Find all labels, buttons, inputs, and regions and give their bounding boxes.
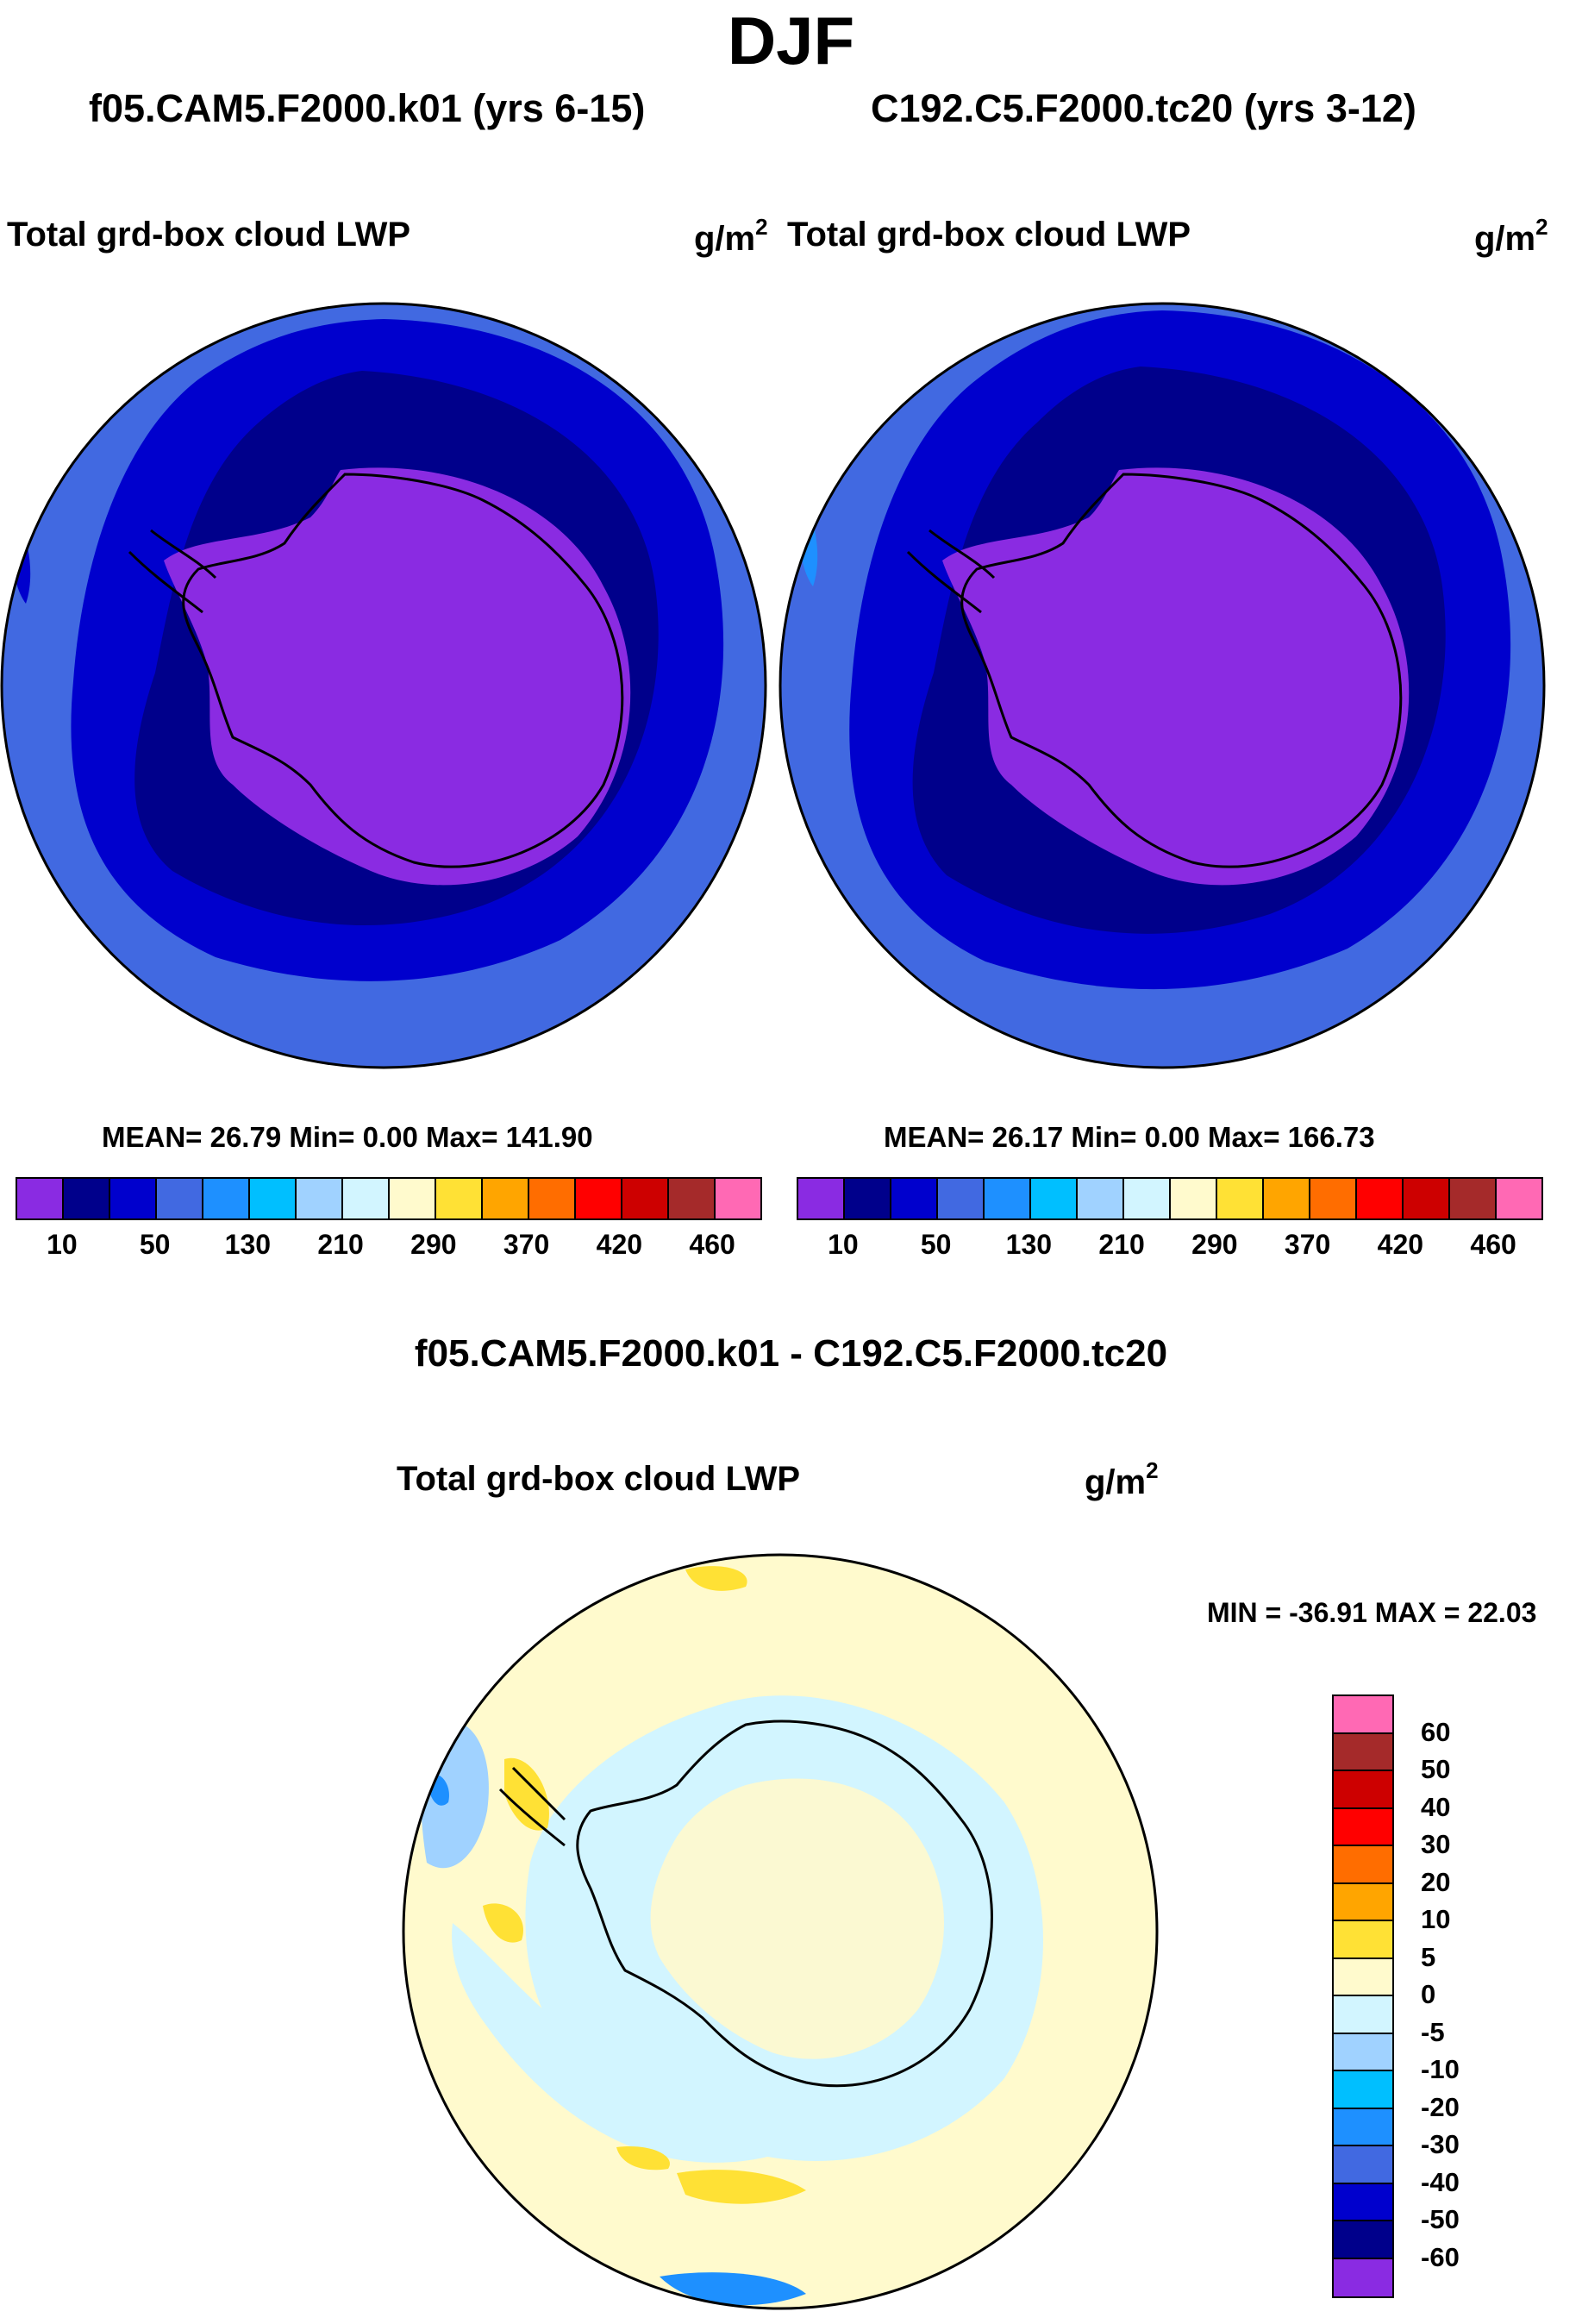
colorbar-swatch: [17, 1179, 64, 1218]
colorbar-tick-label: 10: [47, 1229, 78, 1260]
season-title: DJF: [727, 3, 855, 78]
colorbar-swatch: [1357, 1179, 1404, 1218]
polar-map-right: [778, 302, 1546, 1069]
colorbar-swatch: [436, 1179, 483, 1218]
colorbar-swatch: [622, 1179, 669, 1218]
stats-right: MEAN= 26.17 Min= 0.00 Max= 166.73: [884, 1121, 1375, 1153]
difference-stats: MIN = -36.91 MAX = 22.03: [1207, 1597, 1537, 1628]
colorbar-swatch: [1334, 1846, 1392, 1884]
case-title-right: C192.C5.F2000.tc20 (yrs 3-12): [871, 86, 1416, 130]
colorbar-tick-label: 290: [410, 1229, 457, 1260]
colorbar-swatch: [390, 1179, 436, 1218]
colorbar-swatch: [1450, 1179, 1497, 1218]
colorbar-swatch: [1217, 1179, 1264, 1218]
colorbar-tick-label: -10: [1421, 2054, 1460, 2084]
colorbar-swatch: [1310, 1179, 1357, 1218]
colorbar-swatch: [1334, 1958, 1392, 1996]
colorbar-swatch: [798, 1179, 845, 1218]
stats-left: MEAN= 26.79 Min= 0.00 Max= 141.90: [102, 1121, 593, 1153]
colorbar-swatch: [1171, 1179, 1217, 1218]
colorbar-tick-label: 0: [1421, 1979, 1436, 2009]
difference-units-label: g/m2: [1085, 1457, 1159, 1501]
colorbar-swatch: [1334, 2146, 1392, 2184]
colorbar-tick-label: 130: [1005, 1229, 1053, 1260]
colorbar-tick-label: 50: [1421, 1754, 1451, 1784]
colorbar-swatch: [938, 1179, 985, 1218]
colorbar-tick-label: 20: [1421, 1866, 1451, 1897]
units-label-left: g/m2: [694, 214, 768, 258]
colorbar-tick-label: 50: [920, 1229, 952, 1260]
colorbar-swatch: [1334, 2108, 1392, 2146]
colorbar-tick-label: -50: [1421, 2204, 1460, 2234]
colorbar-swatch: [891, 1179, 938, 1218]
difference-colorbar: [1332, 1694, 1394, 2298]
colorbar-swatch: [1334, 2033, 1392, 2071]
colorbar-swatch: [1264, 1179, 1310, 1218]
difference-title: f05.CAM5.F2000.k01 - C192.C5.F2000.tc20: [414, 1332, 1168, 1375]
colorbar-tick-label: 210: [317, 1229, 364, 1260]
colorbar-swatch: [576, 1179, 622, 1218]
colorbar-tick-label: 210: [1098, 1229, 1145, 1260]
difference-field-label: Total grd-box cloud LWP: [397, 1460, 801, 1498]
colorbar-tick-label: 370: [1284, 1229, 1331, 1260]
colorbar-tick-label: 420: [596, 1229, 643, 1260]
colorbar-tick-label: 460: [1470, 1229, 1516, 1260]
colorbar-swatch: [1334, 1808, 1392, 1846]
field-label-right: Total grd-box cloud LWP: [787, 216, 1191, 254]
colorbar-swatch: [1334, 1733, 1392, 1771]
colorbar-tick-label: -60: [1421, 2241, 1460, 2272]
colorbar-tick-label: -40: [1421, 2166, 1460, 2197]
colorbar-swatch: [845, 1179, 891, 1218]
colorbar-swatch: [1334, 2221, 1392, 2259]
colorbar-tick-label: 290: [1191, 1229, 1238, 1260]
colorbar-swatch: [1497, 1179, 1541, 1218]
colorbar-tick-label: 460: [689, 1229, 735, 1260]
colorbar-swatch: [157, 1179, 203, 1218]
colorbar-swatch: [64, 1179, 110, 1218]
colorbar-tick-label: 30: [1421, 1829, 1451, 1859]
colorbar-swatch: [1334, 2071, 1392, 2109]
colorbar-swatch: [1334, 1921, 1392, 1959]
colorbar-swatch: [110, 1179, 157, 1218]
polar-map-difference: [402, 1553, 1159, 2310]
colorbar-tick-label: 370: [503, 1229, 550, 1260]
colorbar-left: [16, 1177, 762, 1220]
colorbar-tick-label: 10: [1421, 1904, 1451, 1934]
colorbar-swatch: [529, 1179, 576, 1218]
colorbar-swatch: [1334, 1996, 1392, 2034]
colorbar-swatch: [343, 1179, 390, 1218]
colorbar-right: [797, 1177, 1543, 1220]
case-title-left: f05.CAM5.F2000.k01 (yrs 6-15): [89, 86, 646, 130]
colorbar-swatch: [669, 1179, 716, 1218]
colorbar-tick-label: -20: [1421, 2091, 1460, 2122]
colorbar-swatch: [203, 1179, 250, 1218]
colorbar-swatch: [483, 1179, 529, 1218]
colorbar-swatch: [716, 1179, 760, 1218]
colorbar-tick-label: 130: [224, 1229, 272, 1260]
colorbar-tick-label: 420: [1377, 1229, 1424, 1260]
colorbar-swatch: [1334, 1696, 1392, 1734]
colorbar-swatch: [1334, 1883, 1392, 1921]
colorbar-tick-label: -5: [1421, 2016, 1445, 2047]
colorbar-swatch: [297, 1179, 343, 1218]
colorbar-swatch: [1334, 1771, 1392, 1809]
field-label-left: Total grd-box cloud LWP: [7, 216, 411, 254]
units-label-right: g/m2: [1474, 214, 1548, 258]
colorbar-swatch: [1334, 2258, 1392, 2296]
colorbar-tick-label: 60: [1421, 1716, 1451, 1747]
colorbar-swatch: [1124, 1179, 1171, 1218]
colorbar-tick-label: 40: [1421, 1791, 1451, 1822]
colorbar-tick-label: 10: [828, 1229, 859, 1260]
polar-map-left: [0, 302, 767, 1069]
colorbar-tick-label: 50: [139, 1229, 171, 1260]
colorbar-swatch: [1334, 2183, 1392, 2221]
colorbar-swatch: [1031, 1179, 1078, 1218]
colorbar-swatch: [250, 1179, 297, 1218]
colorbar-swatch: [1078, 1179, 1124, 1218]
colorbar-swatch: [985, 1179, 1031, 1218]
colorbar-swatch: [1404, 1179, 1450, 1218]
colorbar-tick-label: 5: [1421, 1941, 1436, 1972]
colorbar-tick-label: -30: [1421, 2129, 1460, 2159]
